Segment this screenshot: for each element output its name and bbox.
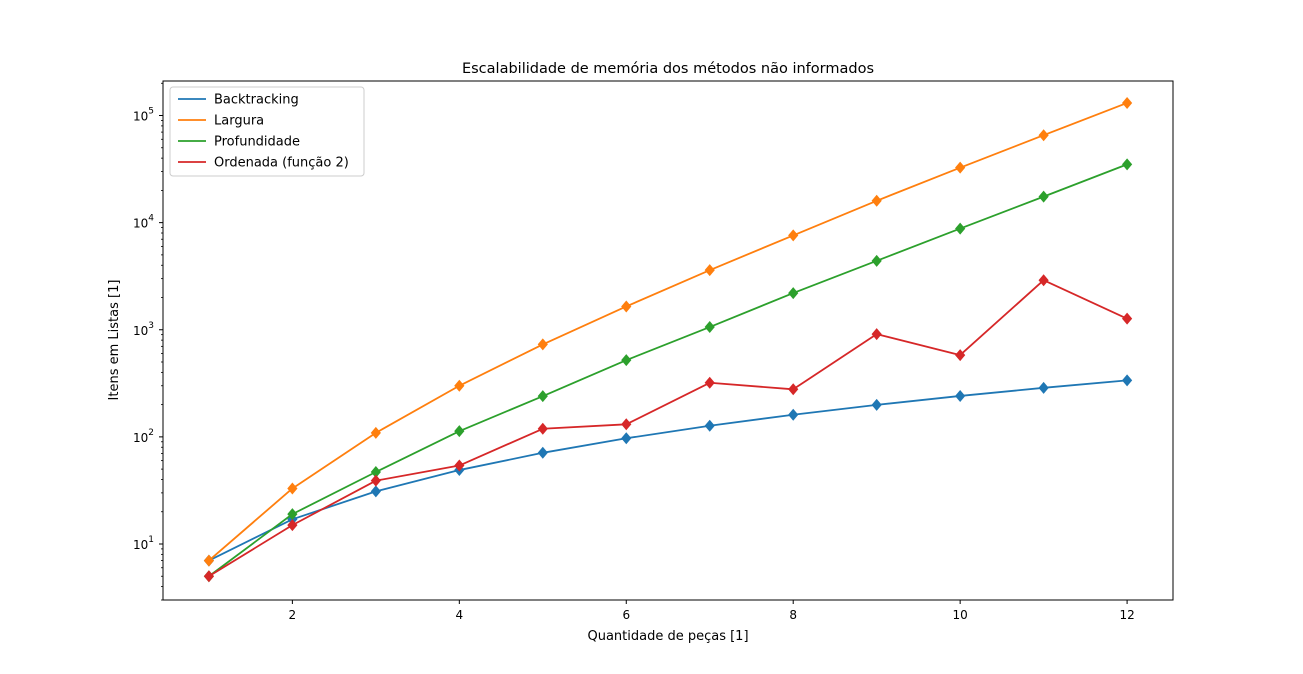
data-point xyxy=(370,485,381,498)
legend-item: Backtracking xyxy=(178,93,299,108)
data-point xyxy=(704,376,715,389)
x-tick-label: 6 xyxy=(622,608,630,622)
x-tick-label: 8 xyxy=(789,608,797,622)
series-line xyxy=(208,279,1128,578)
data-point xyxy=(537,338,548,351)
data-point xyxy=(1121,158,1133,171)
data-point xyxy=(537,446,548,459)
data-point xyxy=(704,321,715,334)
y-tick-label: 103 xyxy=(133,321,154,338)
data-point xyxy=(203,554,215,567)
data-point xyxy=(955,222,966,235)
x-tick-label: 2 xyxy=(289,608,297,622)
plot-area xyxy=(162,80,1174,601)
data-point xyxy=(537,422,548,435)
data-point xyxy=(788,229,799,242)
y-tick-label: 101 xyxy=(133,535,154,552)
legend-label: Largura xyxy=(214,114,264,129)
legend-label: Ordenada (função 2) xyxy=(214,156,349,171)
y-tick-label: 105 xyxy=(133,107,154,124)
data-point xyxy=(704,264,715,277)
data-point xyxy=(1038,381,1049,394)
data-point xyxy=(203,570,215,583)
data-point xyxy=(454,425,465,438)
legend-item: Profundidade xyxy=(178,135,300,150)
data-point xyxy=(955,161,966,174)
data-point xyxy=(871,194,882,207)
series-line xyxy=(208,163,1128,577)
legend-label: Profundidade xyxy=(214,135,300,150)
data-point xyxy=(788,408,799,421)
series-line xyxy=(208,379,1128,562)
data-point xyxy=(287,519,298,532)
series-line xyxy=(208,102,1128,562)
legend-item: Largura xyxy=(178,114,264,129)
data-point xyxy=(871,254,882,267)
x-tick-label: 10 xyxy=(953,608,968,622)
y-tick-label: 102 xyxy=(133,428,154,445)
x-tick-label: 4 xyxy=(456,608,464,622)
data-point xyxy=(370,426,381,439)
data-point xyxy=(871,398,882,411)
data-point xyxy=(454,379,465,392)
data-point xyxy=(1038,274,1049,287)
series-layer xyxy=(203,96,1133,583)
series-1 xyxy=(203,96,1133,567)
data-point xyxy=(370,465,381,478)
data-point xyxy=(1121,96,1133,109)
data-point xyxy=(1038,190,1049,203)
data-point xyxy=(621,354,632,367)
x-tick-label: 12 xyxy=(1119,608,1134,622)
data-point xyxy=(454,459,465,472)
data-point xyxy=(621,418,632,431)
data-point xyxy=(537,390,548,403)
legend-item: Ordenada (função 2) xyxy=(178,156,349,171)
data-point xyxy=(955,389,966,402)
legend-label: Backtracking xyxy=(214,93,299,108)
data-point xyxy=(1121,312,1133,325)
data-point xyxy=(788,287,799,300)
x-axis-label: Quantidade de peças [1] xyxy=(587,629,748,644)
y-tick-label: 104 xyxy=(133,214,154,231)
data-point xyxy=(1038,129,1049,142)
legend: Backtracking Largura Profundidade Ordenada … xyxy=(169,86,365,177)
data-point xyxy=(621,432,632,445)
data-point xyxy=(287,508,298,521)
data-point xyxy=(621,300,632,313)
data-point xyxy=(704,419,715,432)
legend-box xyxy=(169,86,365,177)
y-axis-label: Itens em Listas [1] xyxy=(107,280,122,401)
series-3 xyxy=(203,274,1133,583)
data-point xyxy=(1121,374,1133,387)
series-2 xyxy=(203,158,1133,583)
chart-title: Escalabilidade de memória dos métodos nã… xyxy=(462,61,874,77)
data-point xyxy=(955,349,966,362)
data-point xyxy=(871,328,882,341)
data-point xyxy=(287,482,298,495)
data-point xyxy=(370,474,381,487)
data-point xyxy=(788,383,799,396)
